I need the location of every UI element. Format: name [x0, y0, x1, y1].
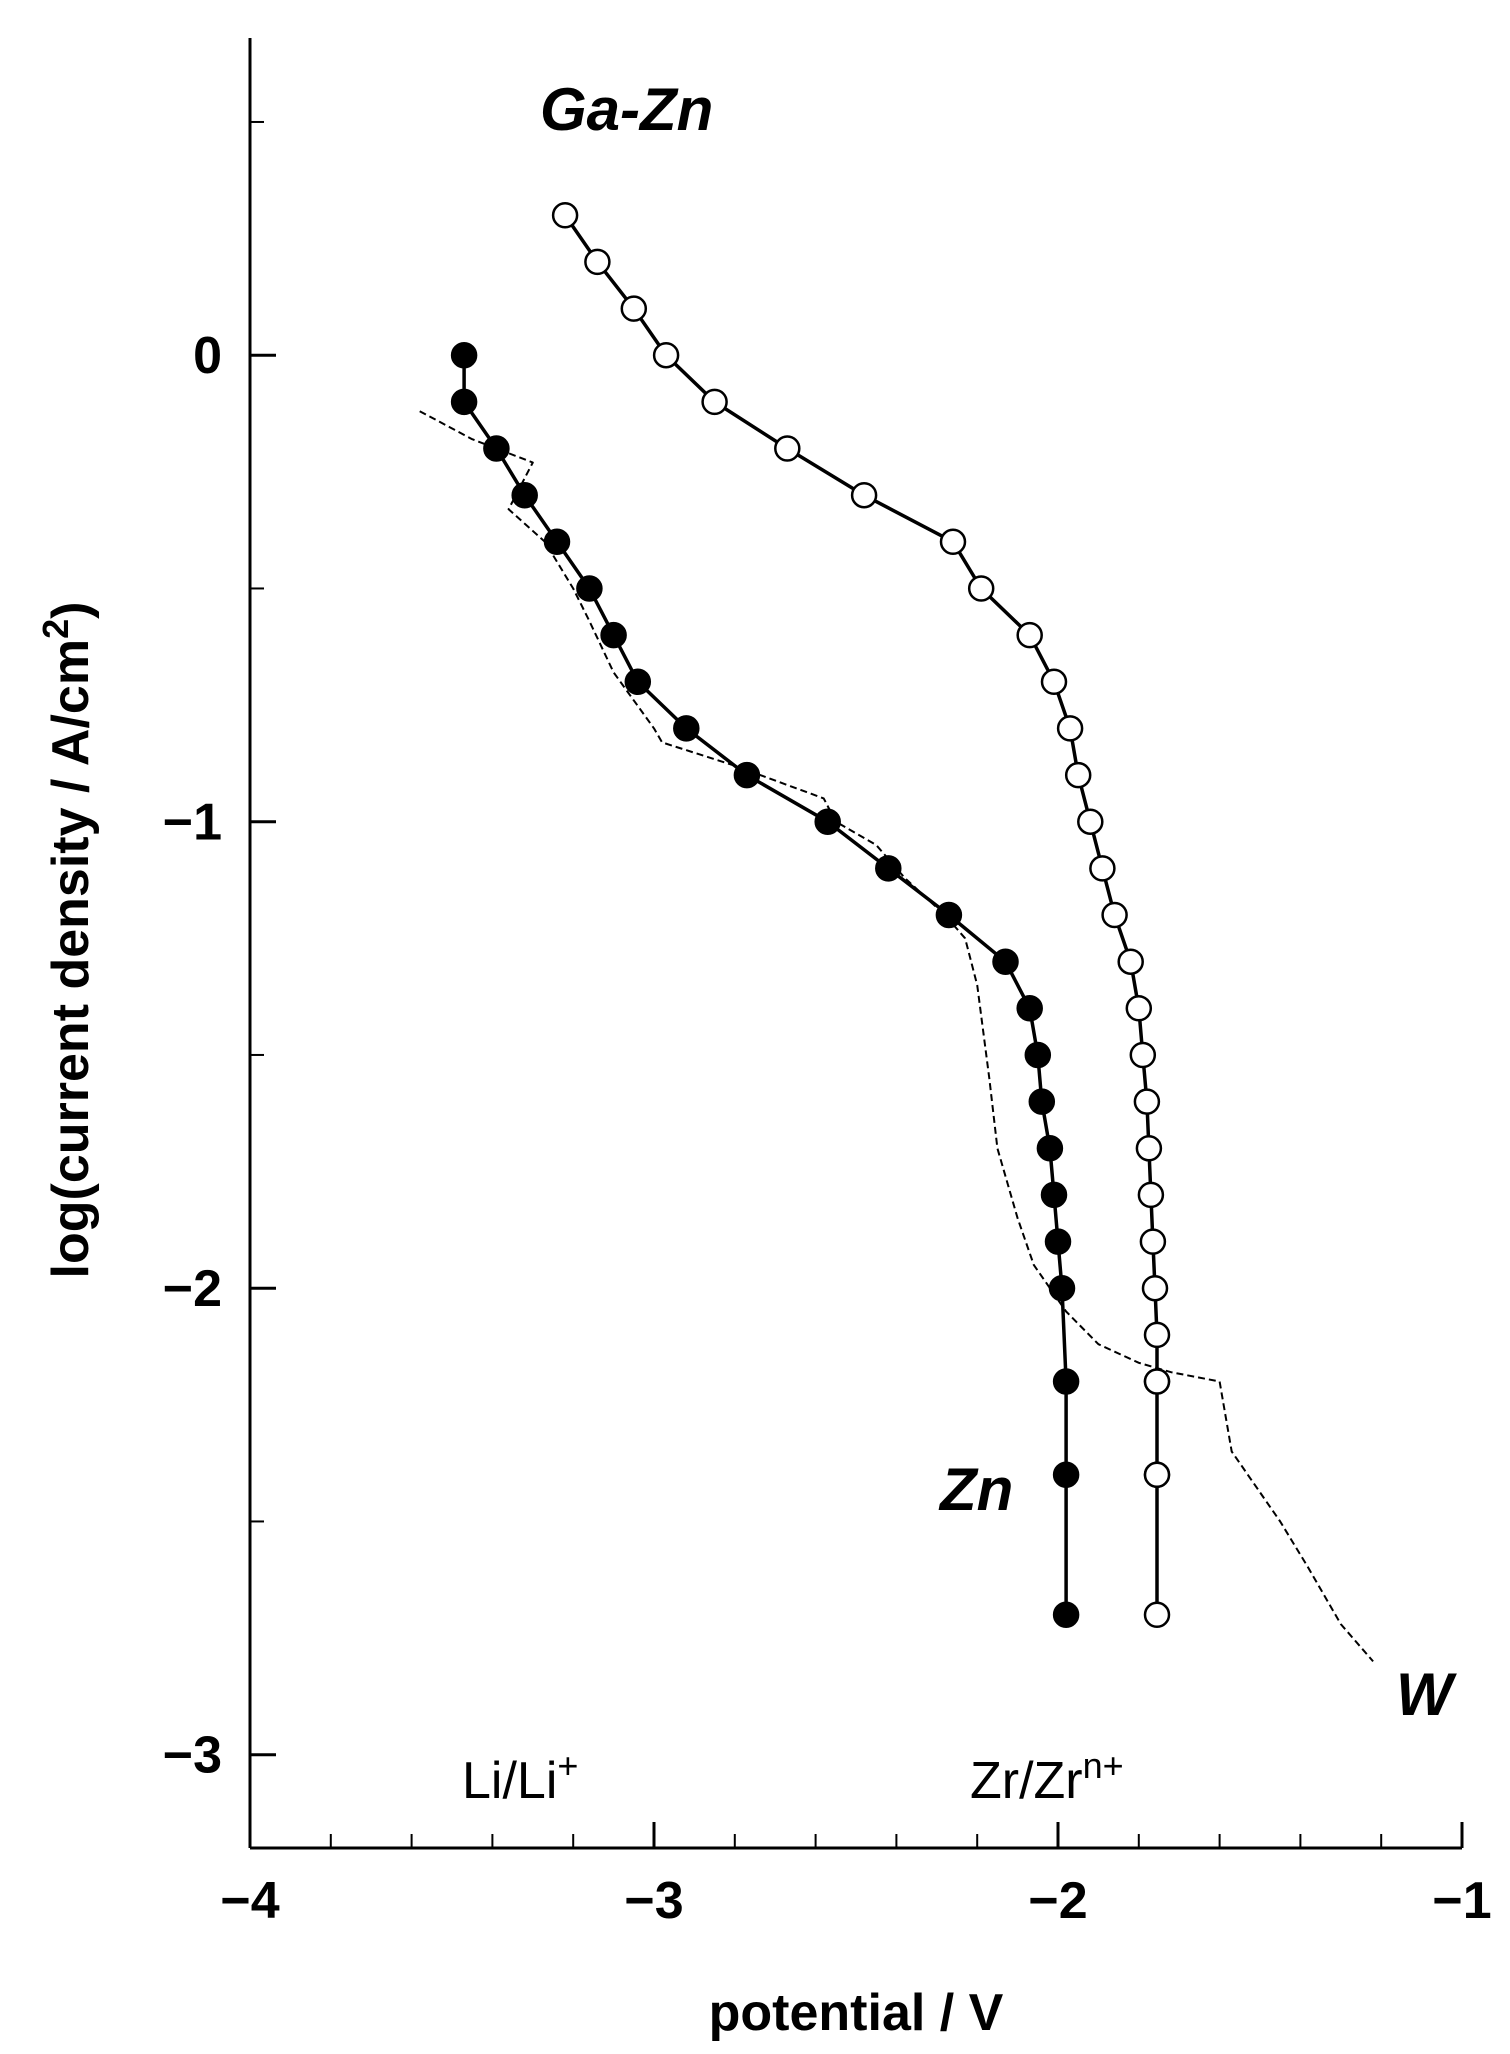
data-point-zn: [624, 668, 652, 696]
data-point-zn: [1052, 1461, 1080, 1489]
data-point-ga-zn: [1143, 1368, 1171, 1395]
tick-labels: −4 −3 −2 −1 0 −1 −2 −3: [163, 327, 1492, 1930]
data-point-ga-zn: [1101, 901, 1128, 929]
ref-label-zr-base: Zr/Zr: [970, 1752, 1083, 1810]
x-tick-label: −4: [220, 1872, 279, 1930]
data-point-ga-zn: [1129, 1041, 1157, 1069]
data-point-ga-zn: [1143, 1601, 1171, 1629]
data-point-ga-zn: [1064, 761, 1092, 789]
data-point-zn: [733, 761, 761, 789]
data-point-ga-zn: [551, 202, 579, 229]
ticks: [248, 120, 1464, 1848]
ref-label-li: Li/Li+: [462, 1745, 578, 1811]
ref-label-li-base: Li/Li: [462, 1752, 557, 1810]
data-point-ga-zn: [1056, 715, 1084, 742]
x-tick-label: −3: [624, 1872, 683, 1930]
data-point-zn: [450, 341, 478, 369]
ref-label-zr-sup: n+: [1083, 1745, 1124, 1786]
data-point-zn: [1016, 995, 1043, 1022]
series-layer: [419, 202, 1374, 1663]
y-tick-label: −2: [163, 1260, 222, 1318]
data-point-ga-zn: [1077, 808, 1104, 835]
data-point-zn: [1024, 1041, 1052, 1069]
data-point-ga-zn: [1137, 1181, 1165, 1209]
y-tick-label: −1: [163, 794, 222, 852]
data-point-ga-zn: [1139, 1228, 1167, 1255]
data-point-ga-zn: [1135, 1135, 1163, 1162]
x-tick-label: −2: [1028, 1872, 1087, 1930]
data-point-zn: [576, 575, 603, 602]
data-point-ga-zn: [584, 248, 611, 276]
data-point-ga-zn: [1040, 668, 1068, 696]
data-point-ga-zn: [1089, 855, 1116, 882]
series-line-w: [419, 410, 1374, 1663]
data-point-zn: [1040, 1181, 1068, 1209]
data-point-zn: [1052, 1601, 1080, 1629]
data-point-zn: [1044, 1228, 1072, 1255]
data-point-zn: [483, 435, 510, 462]
y-tick-label: 0: [193, 327, 222, 385]
y-axis-title-main: log(current density / A/cm: [42, 639, 100, 1279]
data-point-ga-zn: [620, 295, 648, 322]
data-point-ga-zn: [774, 435, 801, 462]
ref-label-li-sup: +: [557, 1745, 578, 1786]
data-point-zn: [673, 715, 700, 742]
data-point-ga-zn: [1016, 621, 1043, 649]
data-point-zn: [1048, 1274, 1076, 1302]
series-label-ga-zn: Ga-Zn: [540, 76, 713, 143]
data-point-ga-zn: [967, 575, 995, 602]
data-point-ga-zn: [1117, 948, 1144, 975]
ref-label-zr: Zr/Zrn+: [970, 1745, 1124, 1811]
data-point-zn: [1036, 1135, 1064, 1162]
data-point-ga-zn: [701, 388, 728, 416]
data-point-ga-zn: [1143, 1321, 1171, 1349]
data-point-ga-zn: [1141, 1274, 1169, 1302]
data-point-zn: [511, 481, 538, 509]
data-point-zn: [814, 808, 841, 835]
series-label-w: W: [1396, 1661, 1457, 1728]
y-axis-title-close: ): [42, 602, 100, 619]
data-point-zn: [1052, 1368, 1080, 1395]
data-point-ga-zn: [939, 528, 967, 556]
series-label-zn: Zn: [938, 1456, 1013, 1523]
data-point-zn: [935, 901, 963, 929]
x-tick-label: −1: [1432, 1872, 1491, 1930]
data-point-ga-zn: [1133, 1088, 1161, 1115]
y-axis-title-sup: 2: [35, 619, 76, 639]
y-tick-label: −3: [163, 1727, 222, 1785]
data-point-zn: [875, 855, 902, 882]
x-axis-title: potential / V: [709, 1984, 1004, 2042]
data-point-zn: [992, 948, 1019, 975]
series-line-ga-zn: [563, 214, 1159, 1615]
data-point-ga-zn: [1143, 1461, 1171, 1489]
y-axis-title: log(current density / A/cm2): [35, 602, 101, 1279]
data-point-zn: [543, 528, 571, 556]
data-point-ga-zn: [1125, 995, 1153, 1022]
data-point-zn: [450, 388, 478, 416]
data-point-zn: [1028, 1088, 1056, 1115]
data-point-ga-zn: [850, 481, 878, 509]
axes: [248, 38, 1462, 1850]
data-point-ga-zn: [652, 341, 680, 369]
data-point-zn: [600, 621, 627, 649]
